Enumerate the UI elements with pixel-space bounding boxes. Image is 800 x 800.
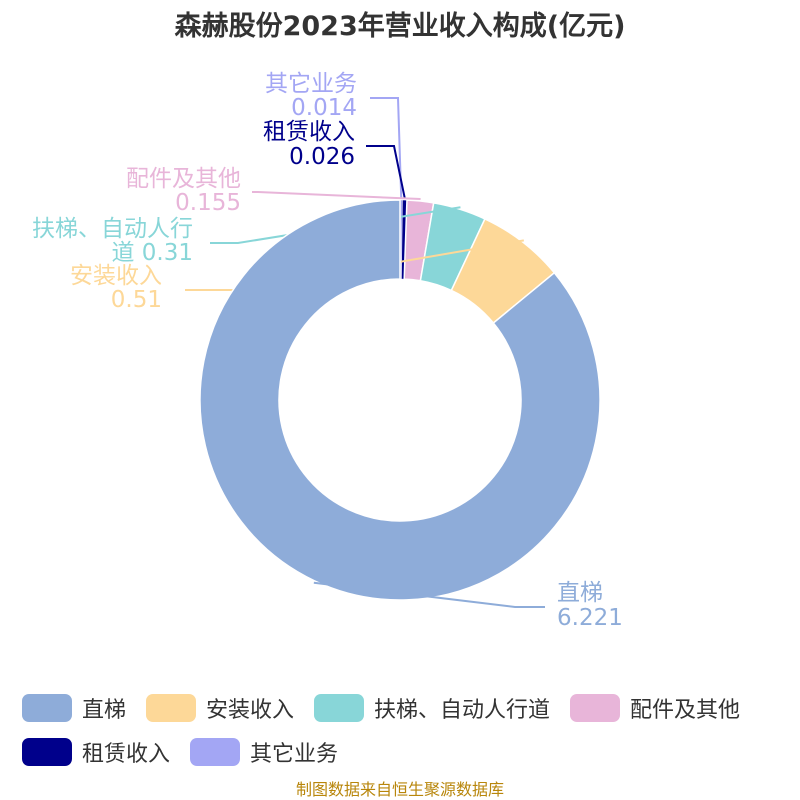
chart-title: 森赫股份2023年营业收入构成(亿元) xyxy=(174,11,626,42)
legend-label: 安装收入 xyxy=(206,698,295,723)
leader-line xyxy=(370,97,403,199)
data-label-value: 6.221 xyxy=(557,605,623,631)
data-label-value: 道 0.31 xyxy=(111,240,193,266)
legend-item[interactable]: 直梯 xyxy=(22,688,126,728)
data-label-name: 直梯 xyxy=(557,580,603,606)
data-label-value: 0.014 xyxy=(291,95,357,121)
data-label-value: 0.51 xyxy=(111,287,162,313)
legend-label: 配件及其他 xyxy=(630,698,741,723)
legend-swatch xyxy=(190,738,241,766)
data-label-name: 其它业务 xyxy=(265,71,357,97)
donut-slice[interactable] xyxy=(199,199,601,601)
legend-item[interactable]: 扶梯、自动人行道 xyxy=(314,688,550,728)
leader-line xyxy=(366,145,406,199)
data-label-name: 安装收入 xyxy=(70,263,162,289)
legend-swatch xyxy=(570,694,621,722)
legend-item[interactable]: 租赁收入 xyxy=(22,732,170,772)
legend: 直梯 安装收入 扶梯、自动人行道 配件及其他租赁收入 其它业务 xyxy=(22,688,792,776)
legend-swatch xyxy=(314,694,365,722)
legend-item[interactable]: 其它业务 xyxy=(190,732,338,772)
legend-label: 直梯 xyxy=(82,698,127,723)
legend-label: 租赁收入 xyxy=(82,742,171,767)
legend-swatch xyxy=(22,738,72,766)
legend-item[interactable]: 安装收入 xyxy=(146,688,294,728)
data-label-value: 0.155 xyxy=(175,190,241,216)
legend-swatch xyxy=(22,694,72,722)
legend-label: 扶梯、自动人行道 xyxy=(374,698,551,723)
leader-line xyxy=(252,191,421,201)
data-label-value: 0.026 xyxy=(289,144,355,170)
legend-swatch xyxy=(146,694,197,722)
data-label-name: 扶梯、自动人行 xyxy=(32,216,193,242)
source-note: 制图数据来自恒生聚源数据库 xyxy=(295,780,504,799)
data-label-name: 配件及其他 xyxy=(126,166,241,192)
leader-line xyxy=(313,581,545,608)
legend-label: 其它业务 xyxy=(250,742,339,767)
data-label-name: 租赁收入 xyxy=(263,119,355,145)
legend-item[interactable]: 配件及其他 xyxy=(570,688,740,728)
